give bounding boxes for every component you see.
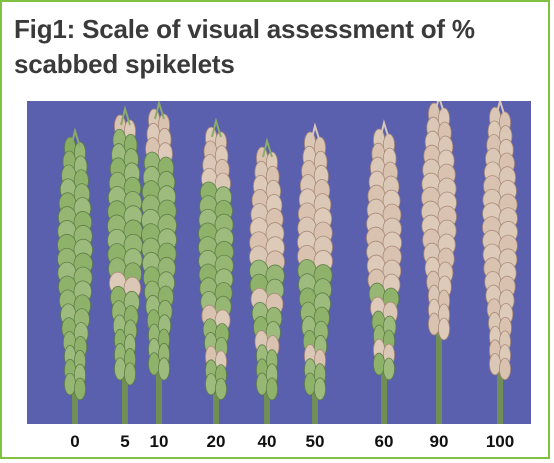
wheat-stem — [381, 366, 387, 424]
spikelet — [489, 353, 502, 376]
wheat-stem — [497, 366, 503, 424]
severity-label-0: 0 — [70, 432, 80, 451]
spikelet — [148, 352, 161, 376]
spikelet — [64, 372, 77, 396]
wheat-stem — [312, 386, 318, 424]
severity-label-100: 100 — [485, 432, 515, 451]
wheat-tip — [310, 122, 321, 143]
spikelet — [428, 312, 441, 336]
wheat-tip — [434, 101, 445, 114]
severity-label-90: 90 — [429, 432, 449, 451]
wheat-head-90 — [421, 101, 457, 424]
wheat-tip — [262, 137, 273, 158]
spikelet — [214, 377, 227, 401]
figure-title: Fig1: Scale of visual assessment of % sc… — [14, 14, 475, 79]
wheat-head-20 — [198, 117, 234, 424]
spikelet — [157, 357, 170, 381]
spikelet — [256, 372, 269, 396]
spikelet — [498, 357, 511, 381]
wheat-tip — [211, 117, 222, 138]
wheat-head-5 — [107, 105, 143, 424]
wheat-tip — [379, 119, 390, 140]
spikelet — [304, 372, 317, 396]
spikelet — [73, 377, 86, 401]
severity-label-10: 10 — [149, 432, 169, 451]
wheat-head-0 — [57, 127, 93, 424]
wheat-stem — [156, 366, 162, 424]
spikelet — [313, 377, 326, 401]
severity-label-60: 60 — [374, 432, 394, 451]
wheat-heads-illustration — [57, 101, 518, 424]
spikelet — [382, 357, 395, 381]
wheat-stem — [436, 326, 442, 424]
severity-label-50: 50 — [305, 432, 325, 451]
wheat-head-10 — [141, 101, 177, 424]
wheat-tip — [120, 105, 131, 126]
wheat-stem — [213, 386, 219, 424]
wheat-head-60 — [366, 119, 402, 424]
wheat-tip — [495, 101, 506, 118]
wheat-heads-photo — [27, 101, 531, 424]
spikelet — [205, 373, 218, 396]
wheat-head-40 — [249, 137, 285, 424]
spikelet — [265, 377, 278, 401]
wheat-stem — [122, 371, 128, 424]
spikelet — [437, 317, 450, 341]
spikelet — [114, 357, 127, 381]
wheat-head-100 — [482, 101, 518, 424]
severity-label-5: 5 — [120, 432, 130, 451]
wheat-tip — [70, 127, 81, 148]
spikelet — [373, 352, 386, 376]
spikelet — [123, 362, 136, 386]
severity-labels: 0 5 10 20 40 50 60 90 100 — [27, 432, 531, 454]
wheat-stem — [72, 386, 78, 424]
wheat-stem — [264, 386, 270, 424]
severity-label-20: 20 — [206, 432, 226, 451]
wheat-head-50 — [297, 122, 333, 424]
severity-label-40: 40 — [257, 432, 277, 451]
wheat-tip — [154, 101, 165, 120]
